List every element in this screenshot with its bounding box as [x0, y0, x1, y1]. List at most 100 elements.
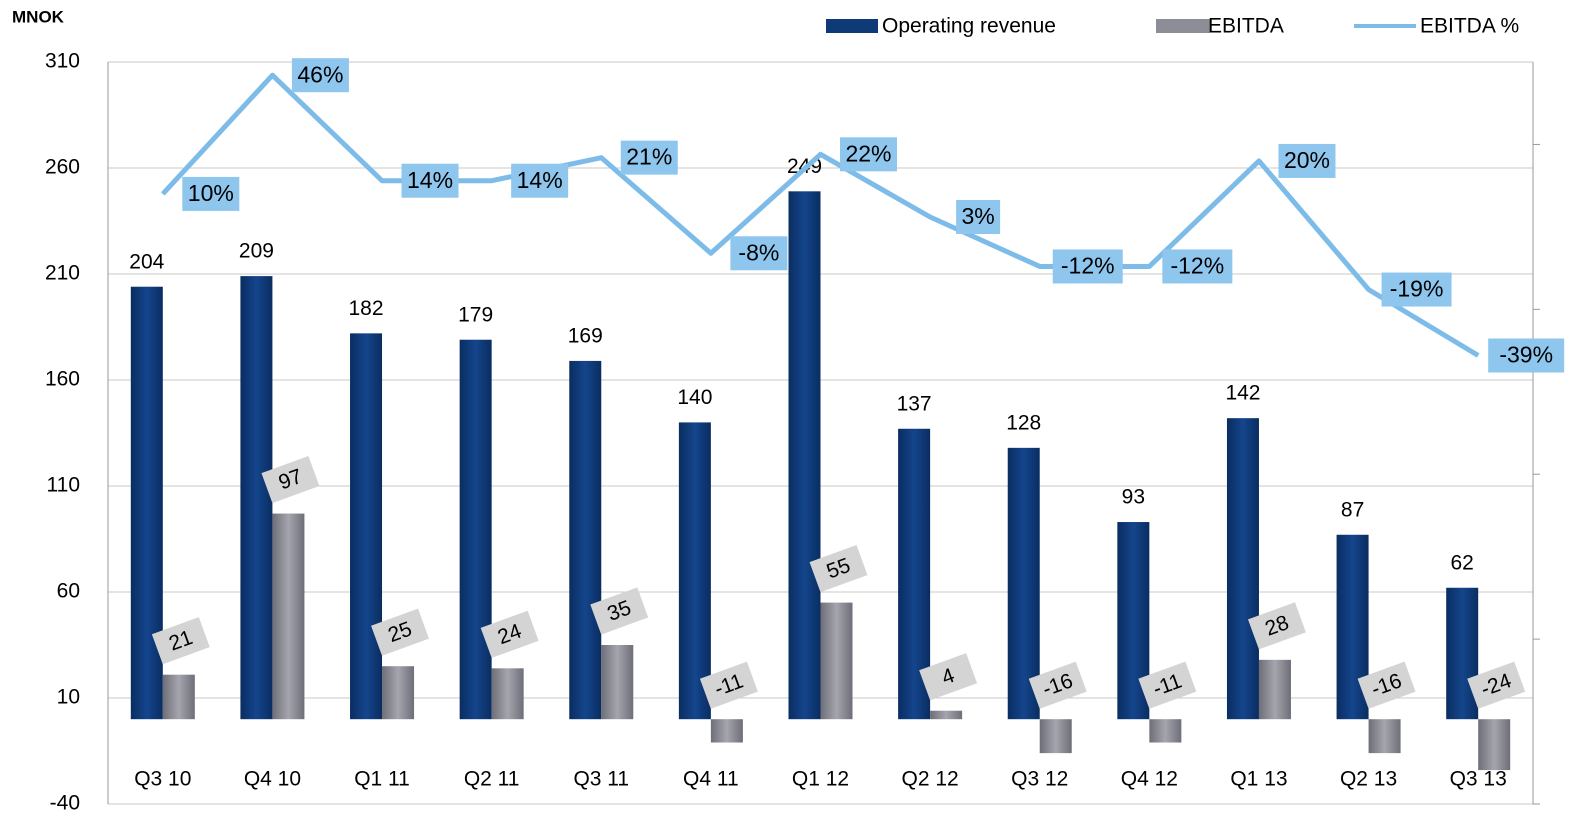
- legend-swatch: [826, 19, 878, 33]
- y-tick-label: 260: [45, 156, 80, 179]
- bar: [1478, 719, 1511, 771]
- bar-label-group: 25: [371, 608, 430, 656]
- line-label: 3%: [961, 203, 994, 229]
- bar-label-box: [1467, 661, 1526, 709]
- bar-label: 209: [239, 240, 274, 263]
- bar-label-group: -16: [1357, 661, 1416, 709]
- legend-swatch: [1156, 19, 1210, 33]
- y-tick-label: 160: [45, 368, 80, 391]
- y-tick-label: 10: [57, 686, 80, 709]
- bar: [1226, 418, 1259, 720]
- line-label-box: [1278, 143, 1336, 178]
- line-label: -12%: [1170, 253, 1224, 279]
- x-tick-label: Q4 12: [1121, 768, 1178, 791]
- line: [160, 72, 1480, 358]
- line-label: -8%: [738, 239, 779, 265]
- bar-label: 128: [1006, 411, 1041, 434]
- bar: [272, 513, 305, 720]
- bar: [382, 666, 415, 720]
- bar: [459, 339, 492, 720]
- line-label: 20%: [1284, 147, 1330, 173]
- line-label: -12%: [1061, 253, 1115, 279]
- bar: [678, 422, 711, 720]
- bar-label-box: [809, 545, 868, 593]
- bar: [788, 191, 821, 720]
- line-label-box: [1488, 338, 1565, 373]
- bar-label-group: 97: [261, 455, 320, 504]
- bar-label-box: [261, 455, 320, 504]
- line-label-box: [1162, 249, 1233, 284]
- bar: [820, 602, 853, 720]
- line-label-box: [1381, 272, 1452, 307]
- bar: [130, 286, 163, 720]
- bar-label-group: 28: [1247, 602, 1306, 650]
- bar-label-box: [919, 653, 978, 701]
- line-label-box: [511, 163, 569, 198]
- bar-label-group: 21: [151, 617, 210, 665]
- bar-label-group: 4: [919, 653, 978, 701]
- bar-label-box: [1138, 661, 1197, 709]
- bar-label: 87: [1341, 498, 1364, 521]
- line-label: -19%: [1390, 276, 1444, 302]
- line-label: 14%: [407, 167, 453, 193]
- bar: [350, 333, 383, 720]
- legend-label: Operating revenue: [882, 15, 1056, 38]
- legend-label: EBITDA %: [1420, 15, 1519, 38]
- bar: [569, 360, 602, 720]
- y-tick-label: -40: [50, 792, 80, 815]
- bar-label-box: [1028, 661, 1087, 709]
- line-label-box: [182, 176, 240, 211]
- bar: [930, 710, 963, 720]
- x-tick-label: Q3 11: [573, 768, 629, 791]
- bar-label-group: -11: [1138, 661, 1197, 709]
- bar: [1446, 587, 1479, 720]
- bar-label-box: [480, 610, 539, 658]
- line-label-box: [291, 58, 349, 93]
- bar-label-box: [371, 608, 430, 656]
- bar-label-group: 55: [809, 545, 868, 593]
- line-label: 14%: [517, 167, 563, 193]
- line-label-box: [956, 199, 1001, 234]
- line-label: -39%: [1499, 342, 1553, 368]
- bar-label: 93: [1122, 486, 1145, 509]
- line-label-box: [1052, 249, 1123, 284]
- line-label-box: [401, 163, 459, 198]
- bar: [162, 674, 195, 720]
- bar-label-group: -11: [699, 661, 758, 709]
- bar-label: 204: [129, 250, 164, 273]
- bar: [1149, 719, 1182, 743]
- bar-label-box: [1357, 661, 1416, 709]
- bar-label-box: [151, 617, 210, 665]
- bar: [491, 668, 524, 720]
- bar: [240, 276, 273, 720]
- x-tick-label: Q2 12: [902, 768, 959, 791]
- bar: [1039, 719, 1072, 754]
- line-label-box: [620, 140, 678, 175]
- bar-label-group: -16: [1028, 661, 1087, 709]
- line-label: 10%: [188, 180, 234, 206]
- bar: [1368, 719, 1401, 754]
- bar-label-group: -24: [1467, 661, 1526, 709]
- bar-label: 142: [1225, 382, 1260, 405]
- bar-label-group: 35: [590, 587, 649, 635]
- bar-label: 169: [568, 324, 603, 347]
- bar-label: 179: [458, 303, 493, 326]
- y-tick-label: 310: [45, 50, 80, 73]
- legend-label: EBITDA: [1208, 15, 1284, 38]
- x-tick-label: Q1 11: [354, 768, 410, 791]
- bar-label-box: [1247, 602, 1306, 650]
- y-axis-label: MNOK: [12, 7, 65, 26]
- line-label: 21%: [626, 144, 672, 170]
- y-tick-label: 110: [47, 474, 80, 497]
- x-tick-label: Q3 13: [1450, 768, 1507, 791]
- bar-label: 137: [897, 392, 932, 415]
- x-tick-label: Q3 10: [134, 768, 191, 791]
- bar: [601, 645, 634, 720]
- bar-label-box: [699, 661, 758, 709]
- line-label-box: [840, 137, 897, 172]
- x-tick-label: Q4 11: [683, 768, 739, 791]
- x-tick-label: Q3 12: [1011, 768, 1068, 791]
- bar-label: 62: [1451, 551, 1474, 574]
- y-tick-label: 60: [57, 580, 80, 603]
